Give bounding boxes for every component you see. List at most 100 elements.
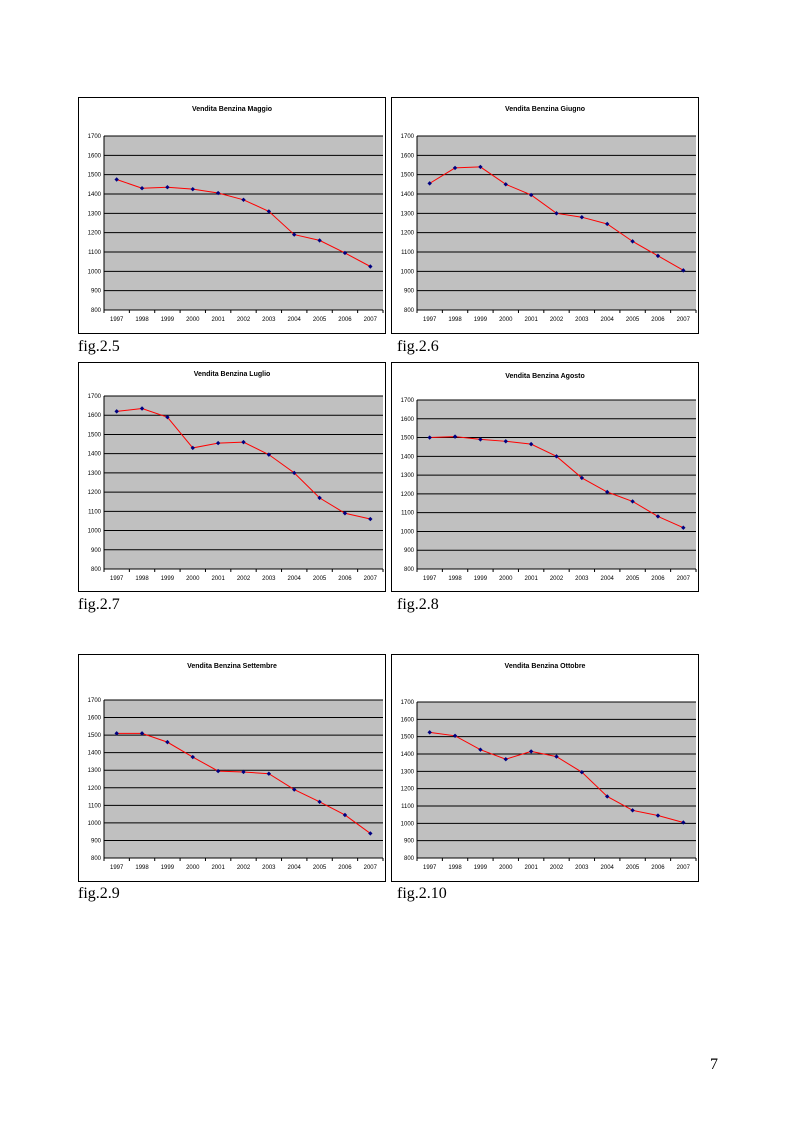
x-tick-label: 1997: [110, 317, 124, 323]
y-tick-label: 800: [91, 308, 102, 314]
y-tick-label: 1100: [88, 250, 102, 256]
y-tick-label: 1300: [88, 211, 102, 217]
y-tick-label: 1500: [401, 173, 415, 179]
chart-title: Vendita Benzina Agosto: [505, 373, 585, 380]
y-tick-label: 1000: [401, 529, 415, 535]
data-point: [114, 177, 119, 182]
x-tick-label: 2002: [550, 576, 564, 582]
y-tick-label: 1200: [401, 787, 415, 793]
y-tick-label: 900: [404, 548, 415, 554]
data-point: [655, 813, 661, 818]
x-tick-label: 2006: [338, 576, 352, 582]
plot-area: [417, 400, 696, 569]
y-tick-label: 800: [404, 856, 415, 862]
y-tick-label: 1600: [88, 153, 102, 159]
y-tick-label: 1500: [88, 432, 102, 438]
y-tick-label: 1000: [88, 529, 102, 535]
data-point: [241, 439, 246, 445]
chart-svg: 800 900 1000 1100 1200 1300 1400 1500 1600 1700 19…: [401, 398, 697, 582]
data-point: [266, 452, 272, 457]
data-point: [165, 185, 170, 190]
x-tick-label: 1998: [135, 865, 149, 871]
y-tick-label: 1700: [88, 394, 102, 400]
y-tick-label: 1200: [401, 231, 415, 237]
x-tick-label: 1999: [161, 576, 175, 582]
y-tick-label: 1600: [88, 413, 102, 419]
data-point: [215, 190, 221, 196]
x-tick-label: 2003: [575, 576, 589, 582]
chart-title: Vendita Benzina Ottobre: [504, 663, 586, 670]
x-tick-label: 2000: [186, 317, 200, 323]
x-tick-label: 2001: [524, 865, 538, 871]
data-point: [165, 414, 170, 420]
figure-label: fig.2.5: [78, 338, 120, 355]
y-tick-label: 800: [404, 308, 415, 314]
figure-label: fig.2.7: [78, 596, 120, 613]
data-point: [368, 516, 373, 522]
y-tick-label: 1600: [401, 717, 415, 723]
data-point: [190, 445, 195, 451]
x-tick-label: 2000: [499, 865, 513, 871]
plot-area: [104, 136, 383, 310]
x-tick-label: 2007: [677, 576, 691, 582]
chart-agosto: Vendita Benzina Agosto 800 900 1000 1100 120…: [391, 362, 699, 592]
data-point: [292, 787, 297, 792]
x-tick-label: 1998: [448, 865, 462, 871]
data-point: [554, 211, 559, 216]
chart-giugno: Vendita Benzina Giugno 800 900 1000 1100 120…: [391, 97, 699, 334]
chart-title: Vendita Benzina Settembre: [187, 663, 277, 670]
data-point: [452, 165, 458, 171]
y-tick-label: 800: [91, 567, 102, 573]
chart-title: Vendita Benzina Maggio: [191, 106, 273, 113]
x-tick-label: 2005: [313, 576, 327, 582]
y-tick-label: 1000: [88, 821, 102, 827]
y-tick-label: 1300: [401, 473, 415, 479]
page-number: 7: [710, 1056, 718, 1073]
chart-ottobre: Vendita Benzina Ottobre 800 900 1000 1100 12…: [391, 654, 699, 882]
plot-area: [104, 396, 383, 569]
figure-label: fig.2.10: [397, 885, 447, 902]
x-tick-label: 2002: [550, 865, 564, 871]
data-point: [292, 232, 297, 237]
x-tick-label: 1998: [135, 576, 149, 582]
x-tick-label: 2007: [364, 865, 378, 871]
y-tick-label: 900: [91, 548, 102, 554]
y-tick-label: 1500: [88, 173, 102, 179]
chart-settembre: Vendita Benzina Settembre 800 900 1000 1100…: [78, 654, 386, 882]
x-tick-label: 2000: [186, 865, 200, 871]
x-tick-label: 2004: [288, 576, 302, 582]
x-tick-label: 1997: [110, 865, 124, 871]
y-tick-label: 1700: [401, 398, 415, 404]
y-tick-label: 1000: [401, 821, 415, 827]
y-tick-label: 1400: [88, 452, 102, 458]
data-point: [241, 197, 246, 202]
y-tick-label: 900: [91, 289, 102, 295]
y-tick-label: 1400: [88, 751, 102, 757]
chart-luglio: Vendita Benzina Luglio 800 900 1000 1100 120…: [78, 362, 386, 592]
x-tick-label: 2006: [338, 317, 352, 323]
y-tick-label: 900: [404, 289, 415, 295]
y-tick-label: 1500: [401, 735, 415, 741]
x-tick-label: 2005: [626, 865, 640, 871]
y-tick-label: 1600: [401, 153, 415, 159]
data-point: [554, 454, 559, 459]
data-point: [579, 215, 585, 220]
plot-area: [417, 702, 696, 858]
y-tick-label: 900: [91, 838, 102, 844]
x-tick-label: 2006: [651, 865, 665, 871]
x-tick-label: 2003: [575, 317, 589, 323]
x-tick-label: 2004: [601, 865, 615, 871]
x-tick-label: 1998: [135, 317, 149, 323]
y-tick-label: 1000: [88, 269, 102, 275]
x-tick-label: 2005: [313, 865, 327, 871]
x-tick-label: 2004: [288, 865, 302, 871]
data-point: [605, 489, 610, 495]
data-point: [427, 435, 432, 440]
x-tick-label: 2001: [211, 576, 225, 582]
y-tick-label: 1300: [401, 769, 415, 775]
x-tick-label: 2002: [237, 317, 251, 323]
plot-area: [417, 136, 696, 310]
y-tick-label: 1500: [401, 436, 415, 442]
y-tick-label: 1600: [88, 716, 102, 722]
